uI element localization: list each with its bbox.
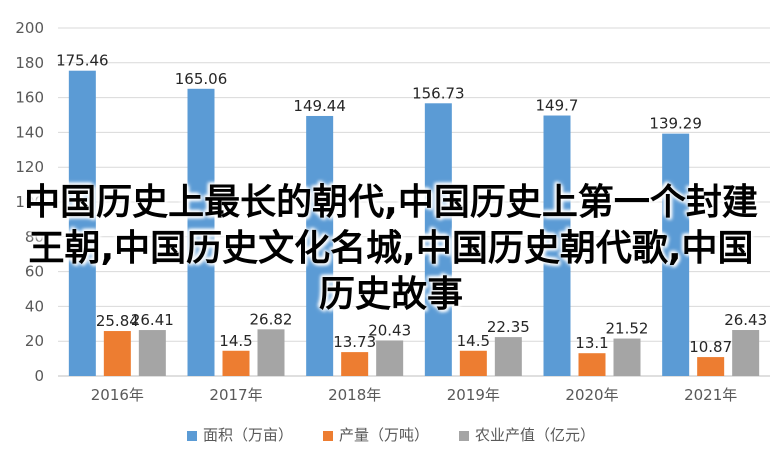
- bar: [103, 331, 131, 376]
- y-tick-label: 160: [15, 89, 44, 107]
- bar-data-label: 14.5: [457, 332, 490, 350]
- bar: [697, 357, 725, 376]
- bar: [341, 352, 369, 376]
- bar-data-label: 139.29: [649, 115, 702, 133]
- legend-swatch: [459, 431, 469, 441]
- bar: [494, 337, 522, 376]
- bar-data-label: 13.1: [575, 334, 608, 352]
- bar: [459, 350, 487, 376]
- y-tick-label: 40: [25, 297, 44, 315]
- bar: [578, 353, 606, 376]
- legend-label: 面积（万亩）: [203, 426, 293, 444]
- legend-swatch: [323, 431, 333, 441]
- y-tick-label: 60: [25, 263, 44, 281]
- legend-label: 产量（万吨）: [339, 426, 429, 444]
- y-tick-label: 200: [15, 19, 44, 37]
- x-tick-label: 2020年: [565, 386, 618, 404]
- y-tick-label: 20: [25, 332, 44, 350]
- bar: [138, 330, 166, 376]
- bar: [306, 115, 334, 377]
- bar-data-label: 13.73: [333, 333, 376, 351]
- bar-data-label: 175.46: [56, 52, 109, 70]
- bar: [68, 70, 96, 377]
- bar-data-label: 26.41: [131, 311, 174, 329]
- bar: [732, 330, 760, 376]
- x-tick-label: 2019年: [447, 386, 500, 404]
- legend-label: 农业产值（亿元）: [475, 426, 595, 444]
- y-tick-label: 80: [25, 228, 44, 246]
- bar-data-label: 20.43: [368, 321, 411, 339]
- y-tick-label: 180: [15, 54, 44, 72]
- x-tick-label: 2018年: [328, 386, 381, 404]
- y-tick-label: 120: [15, 158, 44, 176]
- x-tick-label: 2017年: [209, 386, 262, 404]
- x-tick-label: 2021年: [684, 386, 737, 404]
- bar-data-label: 10.87: [689, 338, 732, 356]
- y-tick-label: 100: [15, 193, 44, 211]
- bar-data-label: 22.35: [487, 318, 530, 336]
- legend-swatch: [187, 431, 197, 441]
- bar: [376, 340, 404, 376]
- bar: [662, 133, 690, 376]
- y-tick-label: 0: [34, 367, 44, 385]
- bar: [187, 88, 215, 377]
- bar-data-label: 165.06: [175, 70, 228, 88]
- bar-data-label: 26.82: [250, 310, 293, 328]
- bar-data-label: 149.7: [536, 97, 579, 115]
- bar-data-label: 25.84: [96, 312, 139, 330]
- bar-data-label: 21.52: [606, 320, 649, 338]
- bar-data-label: 26.43: [724, 311, 767, 329]
- bar-data-label: 14.5: [219, 332, 252, 350]
- bar: [424, 103, 452, 377]
- bar: [543, 115, 571, 376]
- bar-data-label: 149.44: [293, 97, 346, 115]
- x-tick-label: 2016年: [91, 386, 144, 404]
- bar: [613, 338, 641, 376]
- y-tick-label: 140: [15, 123, 44, 141]
- bar-data-label: 156.73: [412, 84, 465, 102]
- bar: [257, 329, 285, 376]
- bar: [222, 350, 250, 376]
